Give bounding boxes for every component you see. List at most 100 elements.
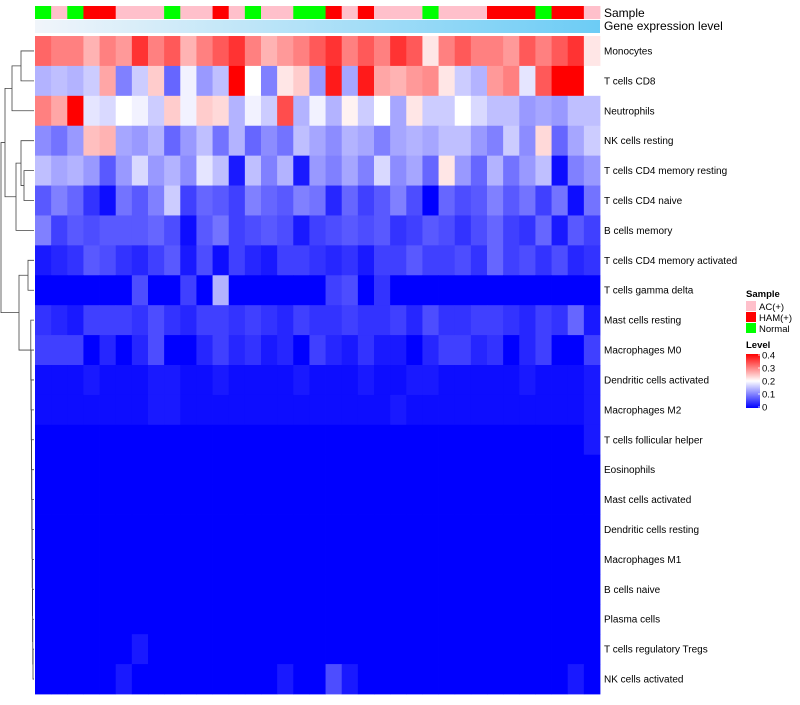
heatmap-cell — [470, 454, 488, 486]
heatmap-cell — [277, 36, 294, 67]
heatmap-cell — [228, 424, 246, 456]
heatmap-cell — [438, 95, 456, 127]
heatmap-cell — [196, 574, 213, 605]
heatmap-cell — [357, 365, 375, 396]
heatmap-cell — [115, 215, 133, 246]
heatmap-cell — [374, 36, 391, 67]
sample-cell — [228, 6, 246, 19]
heatmap-cell — [519, 514, 536, 545]
heatmap-cell — [487, 245, 504, 276]
heatmap-cell — [196, 544, 213, 575]
sample-cell — [196, 6, 213, 19]
dendrogram-link — [4, 87, 16, 198]
heatmap-cell — [228, 454, 246, 486]
heatmap-cell — [519, 215, 536, 246]
heatmap-cell — [261, 634, 278, 665]
heatmap-cell — [406, 65, 423, 97]
heatmap-cell — [180, 36, 197, 67]
sample-cell — [293, 6, 310, 19]
heatmap-cell — [341, 544, 359, 575]
heatmap-cell — [180, 275, 197, 306]
heatmap-cell — [454, 365, 472, 396]
heatmap-cell — [454, 604, 472, 635]
heatmap-cell — [357, 394, 375, 426]
heatmap-cell — [422, 484, 439, 515]
heatmap-cell — [374, 65, 391, 97]
heatmap-cell — [293, 215, 310, 246]
heatmap-cell — [583, 65, 601, 97]
heatmap-cell — [212, 454, 230, 486]
heatmap-cell — [470, 424, 488, 456]
heatmap-cell — [583, 305, 601, 336]
heatmap-cell — [309, 65, 326, 97]
heatmap-cell — [341, 424, 359, 456]
heatmap-cell — [503, 275, 520, 306]
heatmap-cell — [148, 394, 165, 426]
heatmap-cell — [196, 65, 213, 97]
heatmap-cell — [567, 185, 585, 216]
heatmap-cell — [438, 155, 456, 186]
heatmap-cell — [422, 634, 439, 665]
heatmap-cell — [131, 454, 149, 486]
heatmap-cell — [228, 155, 246, 186]
heatmap-cell — [244, 514, 262, 545]
heatmap-cell — [196, 335, 213, 366]
heatmap-cell — [422, 245, 439, 276]
heatmap-cell — [503, 155, 520, 186]
heatmap-cell — [357, 335, 375, 366]
heatmap-cell — [487, 484, 504, 515]
heatmap-cell — [583, 245, 601, 276]
heatmap-cell — [115, 634, 133, 665]
row-label: T cells CD4 memory resting — [604, 166, 727, 177]
heatmap-cell — [406, 245, 423, 276]
heatmap-cell — [115, 365, 133, 396]
heatmap-cell — [390, 604, 407, 635]
heatmap-cell — [583, 544, 601, 575]
heatmap-cell — [261, 305, 278, 336]
heatmap-cell — [309, 574, 326, 605]
heatmap-cell — [261, 245, 278, 276]
heatmap-cell — [212, 275, 230, 306]
heatmap-cell — [35, 544, 52, 575]
heatmap-cell — [583, 574, 601, 605]
heatmap-cell — [115, 424, 133, 456]
heatmap-cell — [438, 394, 456, 426]
heatmap-cell — [454, 305, 472, 336]
heatmap-cell — [551, 185, 569, 216]
heatmap-cell — [131, 335, 149, 366]
heatmap-cell — [293, 424, 310, 456]
legend-swatch — [746, 301, 756, 311]
heatmap-cell — [83, 335, 100, 366]
heatmap-cell — [374, 155, 391, 186]
heatmap-cell — [406, 394, 423, 426]
heatmap-cell — [357, 454, 375, 486]
legend-tick-label: 0.3 — [762, 364, 775, 375]
heatmap-cell — [115, 544, 133, 575]
heatmap-cell — [357, 185, 375, 216]
heatmap-cell — [374, 484, 391, 515]
heatmap-cell — [35, 335, 52, 366]
heatmap-cell — [325, 634, 343, 665]
heatmap-cell — [67, 65, 84, 97]
heatmap-cell — [519, 95, 536, 127]
heatmap-cell — [341, 275, 359, 306]
sample-cell — [551, 6, 569, 19]
heatmap-cell — [51, 125, 68, 157]
heatmap-cell — [503, 544, 520, 575]
heatmap-cell — [454, 424, 472, 456]
heatmap-cell — [454, 275, 472, 306]
legend-sample-entries: AC(+)HAM(+)Normal — [746, 301, 792, 335]
heatmap-cell — [567, 604, 585, 635]
heatmap-cell — [51, 544, 68, 575]
heatmap-cell — [131, 544, 149, 575]
heatmap-cell — [454, 65, 472, 97]
heatmap-cell — [551, 544, 569, 575]
heatmap-cell — [567, 365, 585, 396]
heatmap-cell — [180, 335, 197, 366]
heatmap-cell — [454, 514, 472, 545]
heatmap-cell — [99, 36, 117, 67]
heatmap-cell — [228, 36, 246, 67]
heatmap-cell — [567, 574, 585, 605]
heatmap-cell — [164, 305, 181, 336]
